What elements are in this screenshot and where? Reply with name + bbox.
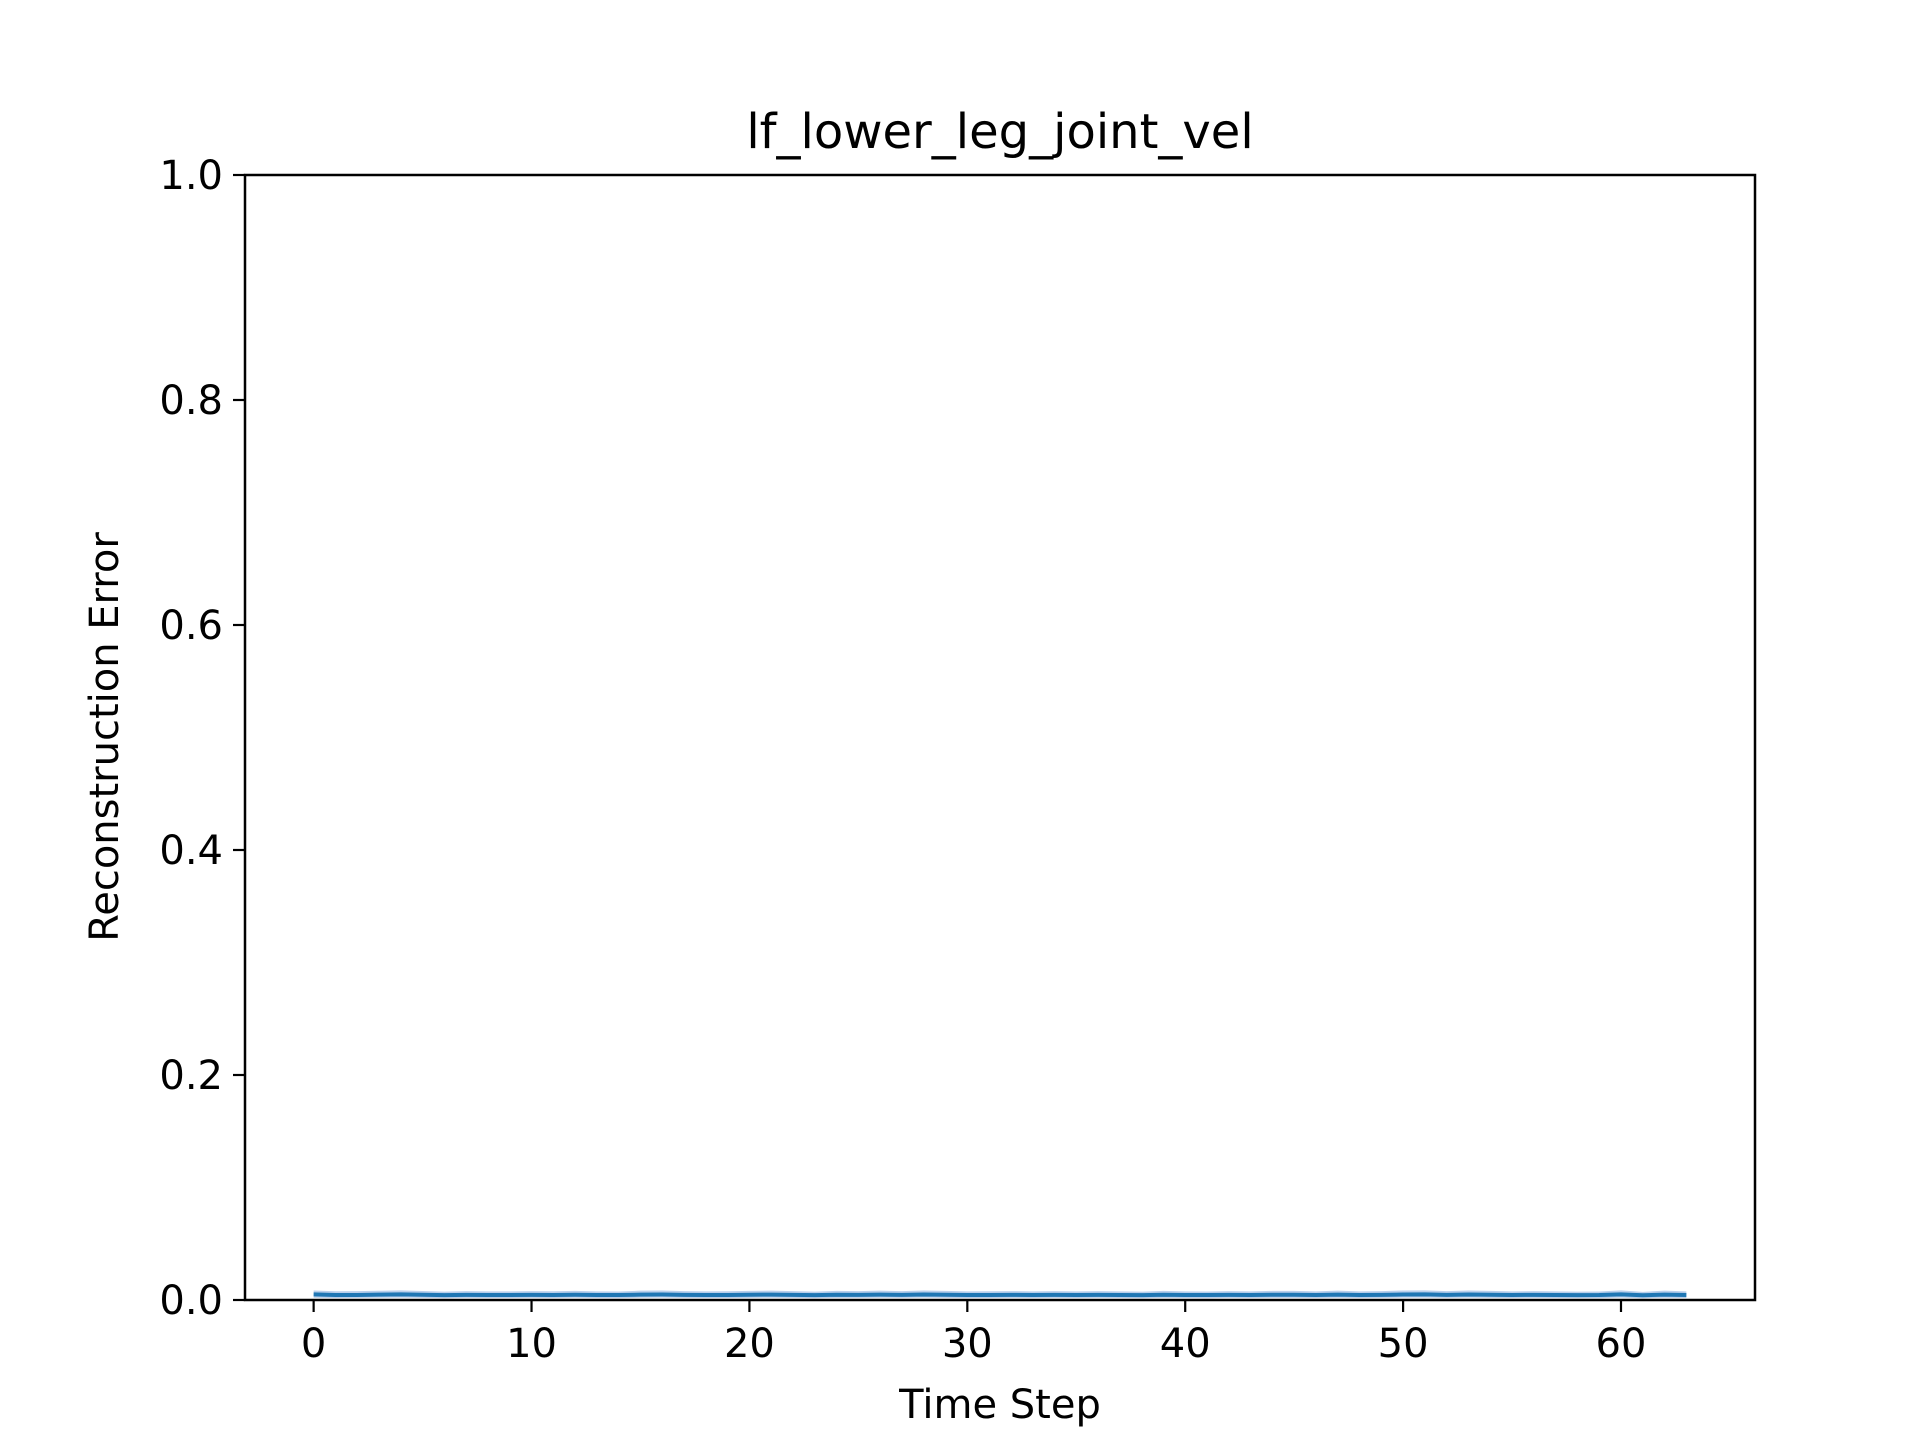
series-line-layer — [313, 1292, 1687, 1298]
y-tick-label: 1.0 — [159, 153, 223, 199]
y-tick-label: 0.2 — [159, 1053, 223, 1099]
y-tick-label: 0.8 — [159, 378, 223, 424]
x-tick-label: 10 — [506, 1321, 557, 1367]
series-line — [313, 1292, 1687, 1298]
x-tick-label: 30 — [942, 1321, 993, 1367]
x-tick-label: 40 — [1160, 1321, 1211, 1367]
y-tick-label: 0.0 — [159, 1278, 223, 1324]
y-axis-ticks: 0.0 0.2 0.4 0.6 0.8 1.0 — [159, 153, 245, 1324]
y-tick-label: 0.6 — [159, 603, 223, 649]
x-tick-label: 60 — [1596, 1321, 1647, 1367]
plot-area-frame — [243, 173, 1757, 1302]
x-axis-label: Time Step — [898, 1382, 1101, 1428]
x-tick-label: 50 — [1378, 1321, 1429, 1367]
chart-title: lf_lower_leg_joint_vel — [746, 104, 1253, 160]
x-tick-label: 0 — [301, 1321, 326, 1367]
y-axis-label: Reconstruction Error — [82, 532, 128, 942]
y-tick-label: 0.4 — [159, 828, 223, 874]
x-tick-label: 20 — [724, 1321, 775, 1367]
x-axis-ticks: 0 10 20 30 40 50 60 — [301, 1300, 1647, 1367]
